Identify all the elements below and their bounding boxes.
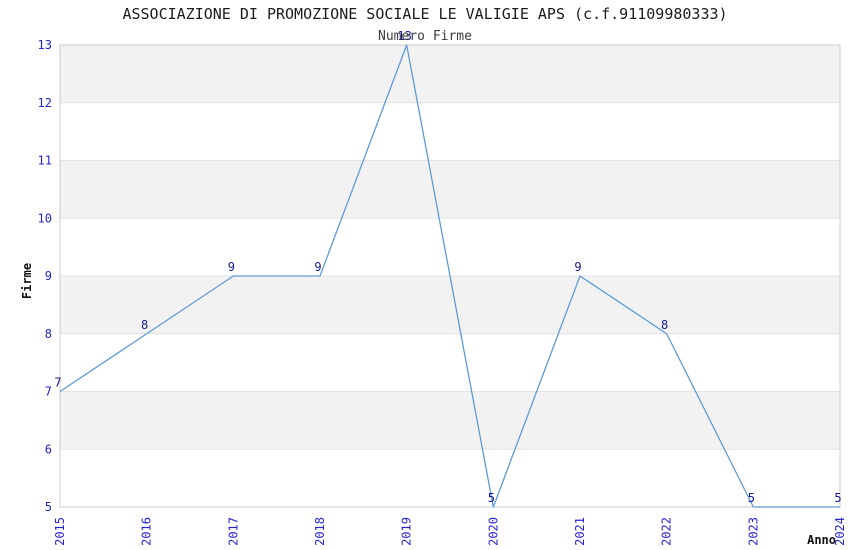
y-tick-label: 6	[45, 442, 52, 456]
shaded-band	[60, 391, 840, 450]
y-tick-label: 8	[45, 327, 52, 341]
shaded-band	[60, 160, 840, 219]
series-line	[59, 44, 840, 508]
x-tick-label: 2016	[140, 517, 154, 546]
x-tick-label: 2023	[746, 517, 760, 546]
data-point-label: 9	[314, 260, 321, 274]
data-point-label: 5	[488, 491, 495, 505]
x-axis-title: Anno	[807, 533, 836, 547]
y-tick-label: 12	[38, 96, 52, 110]
plot-border	[59, 44, 841, 508]
y-axis-title: Firme	[20, 262, 34, 300]
y-tick-label: 5	[45, 500, 52, 514]
x-tick-label: 2019	[400, 517, 414, 546]
data-point-label: 5	[748, 491, 755, 505]
data-point-label: 9	[228, 260, 235, 274]
data-point-label: 5	[834, 491, 841, 505]
chart-subtitle: Numero Firme	[378, 29, 472, 44]
x-tick-label: 2024	[833, 517, 847, 546]
data-point-label: 13	[397, 29, 411, 43]
x-tick-label: 2021	[573, 517, 587, 546]
x-tick-label: 2018	[313, 517, 327, 546]
x-tick-label: 2017	[226, 517, 240, 546]
shaded-band	[60, 45, 840, 103]
shaded-band	[60, 276, 840, 334]
x-tick-label: 2020	[486, 517, 500, 546]
y-tick-label: 11	[38, 154, 52, 168]
chart-title: ASSOCIAZIONE DI PROMOZIONE SOCIALE LE VA…	[122, 5, 728, 23]
data-point-label: 8	[141, 318, 148, 332]
y-tick-label: 7	[45, 385, 52, 399]
y-tick-label: 10	[38, 211, 52, 225]
y-tick-label: 13	[38, 38, 52, 52]
data-point-label: 9	[574, 260, 581, 274]
x-tick-label: 2015	[53, 517, 67, 546]
data-point-label: 7	[54, 376, 61, 390]
y-tick-label: 9	[45, 269, 52, 283]
x-tick-label: 2022	[660, 517, 674, 546]
data-point-label: 8	[661, 318, 668, 332]
